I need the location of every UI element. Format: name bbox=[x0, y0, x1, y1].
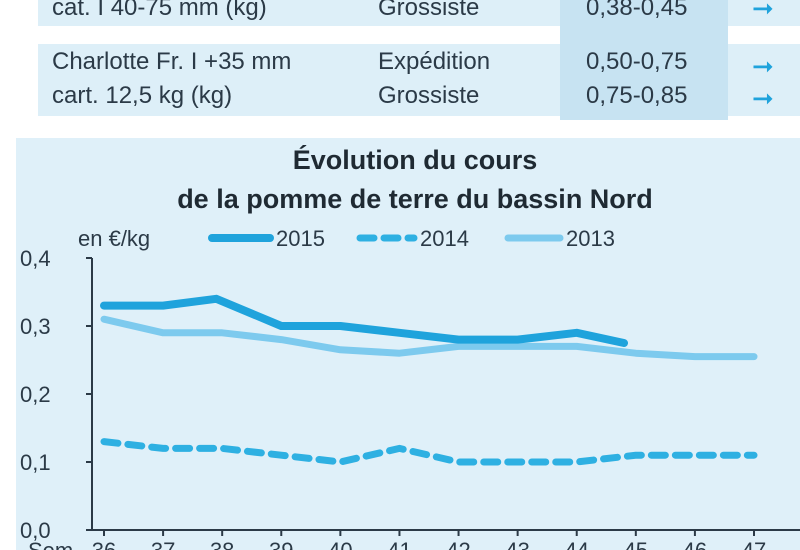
chart-title-line2: de la pomme de terre du bassin Nord bbox=[177, 184, 653, 214]
x-tick-label: 46 bbox=[683, 538, 707, 550]
x-tick-label: 45 bbox=[624, 538, 648, 550]
product-cell: cat. I 40-75 mm (kg) bbox=[52, 0, 267, 21]
stage-cell: Grossiste bbox=[378, 0, 480, 21]
chart-title-line1: Évolution du cours bbox=[292, 145, 538, 175]
y-axis-label: en €/kg bbox=[78, 226, 150, 251]
price-table: cat. I 40-75 mm (kg) Grossiste 0,38-0,45… bbox=[0, 0, 800, 130]
x-tick-label: 47 bbox=[742, 538, 766, 550]
series-line-2015 bbox=[100, 294, 628, 347]
price-cell: 0,50-0,75 bbox=[586, 48, 688, 75]
legend-label-2015: 2015 bbox=[276, 226, 325, 251]
x-tick-label: 44 bbox=[564, 538, 588, 550]
stable-arrow-icon: ➞ bbox=[752, 83, 774, 113]
x-tick-label: 40 bbox=[328, 538, 352, 550]
price-cell: 0,38-0,45 bbox=[586, 0, 688, 21]
x-tick-label: 38 bbox=[210, 538, 234, 550]
price-cell: 0,75-0,85 bbox=[586, 82, 688, 109]
y-tick-label: 0,4 bbox=[20, 246, 51, 271]
y-tick-label: 0,0 bbox=[20, 518, 51, 543]
legend-label-2014: 2014 bbox=[420, 226, 469, 251]
price-column bbox=[560, 0, 728, 120]
x-tick-label: 43 bbox=[505, 538, 529, 550]
series-line-2013 bbox=[100, 315, 758, 361]
legend-label-2013: 2013 bbox=[566, 226, 615, 251]
chart-axes: 0,4 0,3 0,2 0,1 0,0 36 37 38 39 40 41 42 43 44 45 46 47 S… bbox=[20, 226, 800, 550]
chart-panel bbox=[16, 138, 800, 550]
product-cell: Charlotte Fr. I +35 mm bbox=[52, 48, 292, 75]
x-tick-label: 42 bbox=[446, 538, 470, 550]
x-tick-label: 41 bbox=[387, 538, 411, 550]
product-cell: cart. 12,5 kg (kg) bbox=[52, 82, 233, 109]
y-tick-label: 0,3 bbox=[20, 314, 51, 339]
stable-arrow-icon: ➞ bbox=[752, 0, 774, 23]
stage-cell: Expédition bbox=[378, 48, 491, 75]
stable-arrow-icon: ➞ bbox=[752, 51, 774, 81]
chart-series bbox=[100, 294, 758, 466]
y-tick-label: 0,2 bbox=[20, 382, 51, 407]
x-axis-label: Sem. bbox=[28, 538, 79, 550]
x-tick-label: 36 bbox=[92, 538, 116, 550]
series-line-2014 bbox=[100, 438, 758, 466]
x-tick-label: 37 bbox=[151, 538, 175, 550]
y-tick-label: 0,1 bbox=[20, 450, 51, 475]
stage-cell: Grossiste bbox=[378, 82, 480, 109]
chart-legend: 2015 2014 2013 bbox=[208, 226, 615, 251]
x-tick-label: 39 bbox=[269, 538, 293, 550]
